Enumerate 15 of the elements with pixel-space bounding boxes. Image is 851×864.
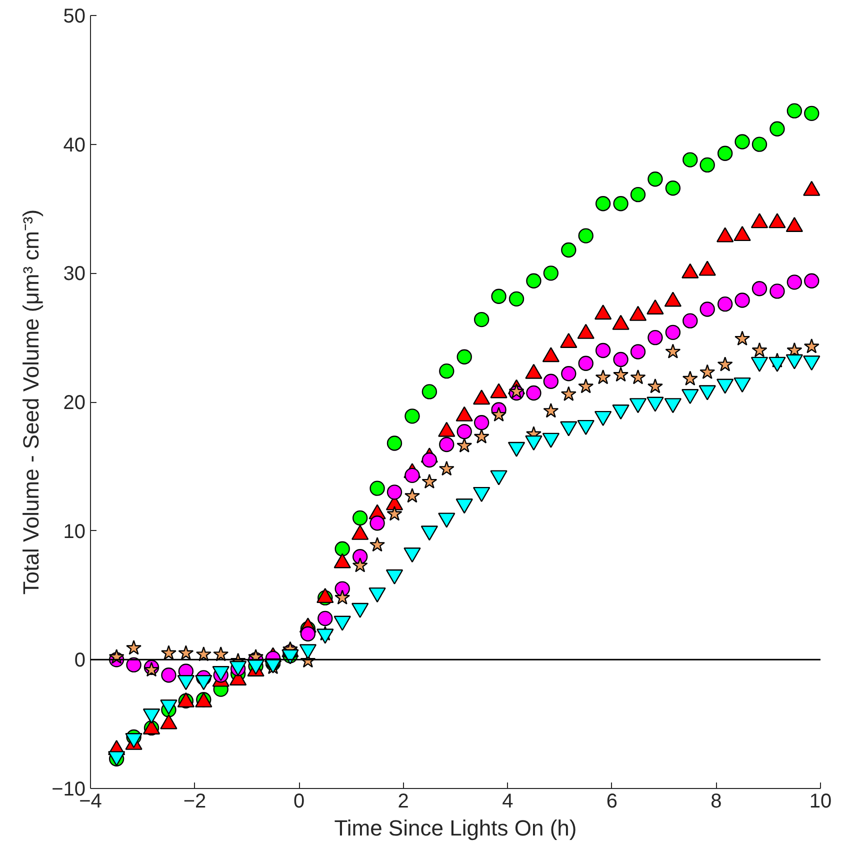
y-tick-label: 30	[63, 263, 86, 286]
x-axis-title: Time Since Lights On (h)	[334, 816, 577, 840]
x-tick-label: −2	[183, 790, 206, 812]
x-tick-label: 6	[606, 790, 618, 812]
x-tick-label: 2	[398, 790, 409, 812]
y-axis-title: Total Volume - Seed Volume (μm³ cm⁻³)	[18, 209, 44, 595]
y-tick-label: 50	[63, 6, 86, 28]
x-tick-label: 4	[502, 790, 514, 812]
x-tick-label: 10	[809, 790, 832, 812]
x-tick-label: 0	[294, 790, 305, 812]
y-tick-label: 40	[63, 134, 86, 156]
y-tick-label: 0	[74, 650, 86, 672]
x-tick-label: 8	[710, 790, 722, 812]
y-tick-label: 10	[63, 520, 86, 543]
y-tick-label: 20	[63, 392, 86, 414]
